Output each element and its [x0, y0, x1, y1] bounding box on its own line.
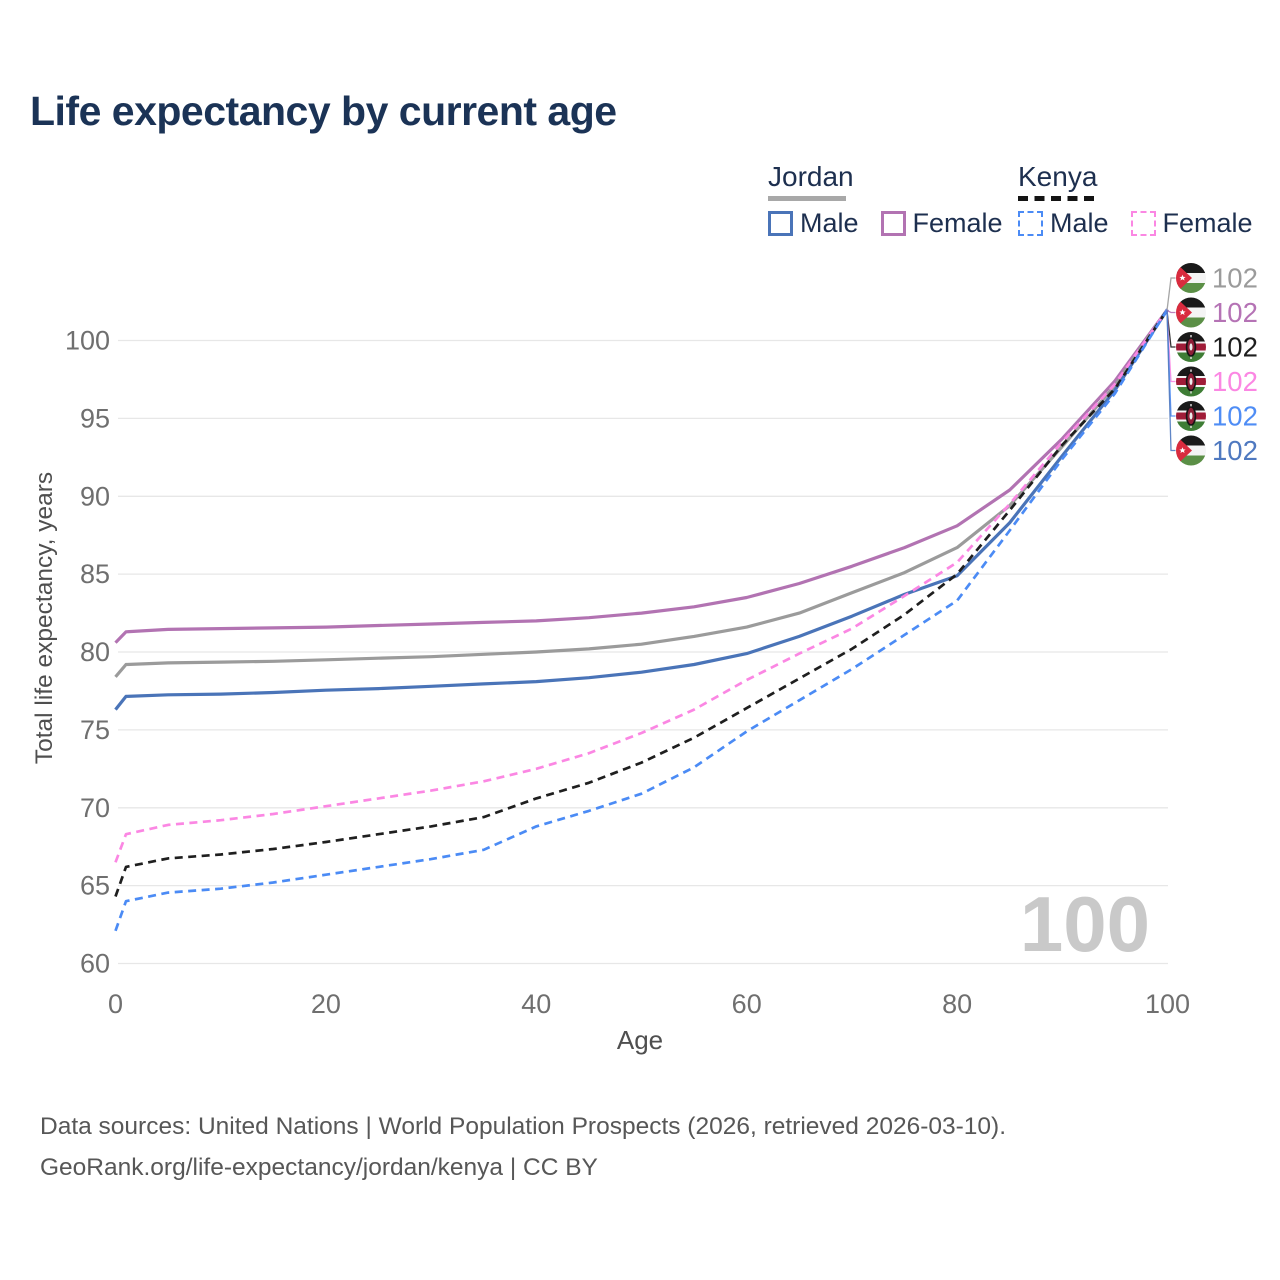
legend-item-kenya-female[interactable]: Female: [1130, 208, 1253, 239]
end-value-label: 102: [1212, 297, 1258, 328]
end-value-label: 102: [1212, 263, 1258, 294]
leader-line: [1166, 277, 1176, 311]
series-lines: [114, 308, 1169, 932]
y-axis-tick-labels: 60 65 70 75 80 85 90 95 100: [65, 326, 110, 979]
x-tick-label: 100: [1145, 989, 1190, 1019]
legend-label: Male: [1050, 208, 1109, 239]
y-tick-label: 100: [65, 326, 110, 356]
jordan-flag-icon: [1176, 298, 1206, 328]
jordan-female-swatch-icon: [880, 211, 906, 237]
kenya-male-swatch-icon: [1018, 211, 1043, 237]
series-line-kenya[interactable]: [114, 308, 1169, 897]
x-axis-tick-labels: 0 20 40 60 80 100: [108, 989, 1190, 1019]
legend-group-kenya: Kenya Male Female: [1018, 162, 1253, 239]
legend: Jordan Male Female Kenya Male: [0, 162, 1280, 242]
jordan-flag-icon: [1176, 263, 1206, 293]
y-tick-label: 60: [80, 949, 110, 979]
y-axis-title: Total life expectancy, years: [31, 472, 58, 764]
y-tick-label: 75: [80, 715, 110, 745]
end-value-label: 102: [1212, 435, 1258, 466]
series-line-jordan-female[interactable]: [114, 308, 1169, 644]
y-tick-label: 70: [80, 793, 110, 823]
jordan-line-style-sample: [768, 196, 846, 202]
end-value-label: 102: [1212, 401, 1258, 432]
page-title: Life expectancy by current age: [30, 88, 617, 134]
x-tick-label: 80: [942, 989, 972, 1019]
legend-item-jordan-male[interactable]: Male: [768, 208, 859, 239]
jordan-male-swatch-icon: [768, 211, 793, 237]
legend-label: Female: [912, 208, 1003, 239]
kenya-line-style-sample: [1018, 196, 1094, 202]
x-tick-label: 0: [108, 989, 123, 1019]
legend-group-jordan: Jordan Male Female: [768, 162, 1003, 239]
x-tick-label: 60: [732, 989, 762, 1019]
data-sources-line: Data sources: United Nations | World Pop…: [40, 1113, 1007, 1140]
leader-line: [1166, 310, 1176, 452]
attribution-line: GeoRank.org/life-expectancy/jordan/kenya…: [40, 1154, 598, 1182]
watermark-age-counter: 100: [1020, 880, 1150, 968]
legend-item-kenya-male[interactable]: Male: [1018, 208, 1109, 239]
legend-label: Male: [800, 208, 859, 239]
y-tick-label: 85: [80, 559, 110, 589]
y-tick-label: 65: [80, 871, 110, 901]
kenya-flag-icon: [1176, 401, 1206, 431]
leader-line: [1166, 309, 1176, 314]
series-line-kenya-male[interactable]: [114, 308, 1169, 932]
gridlines: [118, 339, 1168, 965]
leader-lines: [1166, 277, 1176, 452]
x-tick-label: 20: [311, 989, 341, 1019]
kenya-female-swatch-icon: [1130, 211, 1156, 237]
series-line-kenya-female[interactable]: [114, 308, 1169, 863]
legend-country-jordan: Jordan: [768, 161, 854, 192]
end-value-label: 102: [1212, 366, 1258, 397]
legend-country-kenya: Kenya: [1018, 161, 1098, 192]
end-value-label: 102: [1212, 332, 1258, 363]
kenya-flag-icon: [1176, 367, 1206, 397]
kenya-flag-icon: [1176, 332, 1206, 362]
legend-item-jordan-female[interactable]: Female: [880, 208, 1003, 239]
y-tick-label: 90: [80, 481, 110, 511]
y-tick-label: 80: [80, 637, 110, 667]
jordan-flag-icon: [1176, 436, 1206, 466]
series-line-jordan[interactable]: [114, 308, 1169, 678]
legend-label: Female: [1162, 208, 1253, 239]
x-axis-title: Age: [617, 1025, 663, 1055]
footer: Data sources: United Nations | World Pop…: [40, 1106, 1006, 1188]
series-line-jordan-male[interactable]: [114, 308, 1169, 711]
y-tick-label: 95: [80, 403, 110, 433]
x-tick-label: 40: [521, 989, 551, 1019]
